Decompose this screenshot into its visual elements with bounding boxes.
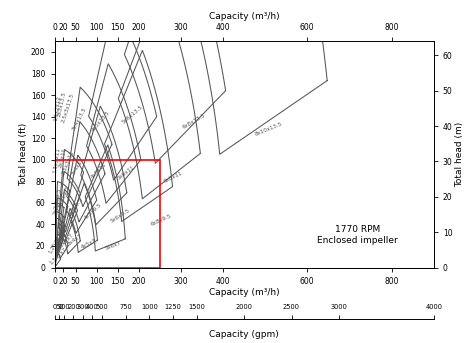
Text: 2x3x13.5: 2x3x13.5 xyxy=(57,91,67,117)
Text: 3x4x7: 3x4x7 xyxy=(66,233,83,246)
Text: 5x6x11: 5x6x11 xyxy=(117,165,136,181)
Text: 8x10x13.5: 8x10x13.5 xyxy=(254,122,283,137)
Text: 6x8x13.5: 6x8x13.5 xyxy=(182,112,207,130)
Text: 4x5x11: 4x5x11 xyxy=(90,162,107,180)
Text: 3x4x9.5: 3x4x9.5 xyxy=(67,197,84,218)
Text: 4x5x13.5: 4x5x13.5 xyxy=(91,109,111,132)
Text: 6x8x9.5: 6x8x9.5 xyxy=(149,213,172,227)
Text: 1770 RPM
Enclosed impeller: 1770 RPM Enclosed impeller xyxy=(318,225,398,245)
Text: 1.5x2x12: 1.5x2x12 xyxy=(54,95,62,121)
Text: 5x6x7: 5x6x7 xyxy=(104,241,121,251)
X-axis label: Capacity (m³/h): Capacity (m³/h) xyxy=(209,12,279,21)
Y-axis label: Total head (m): Total head (m) xyxy=(455,122,464,187)
Text: 1.25x1.5x7: 1.25x1.5x7 xyxy=(48,225,67,255)
Text: 2.5x3x13.5: 2.5x3x13.5 xyxy=(61,93,75,123)
Text: 6x8x11: 6x8x11 xyxy=(163,170,183,184)
Text: 5x6x9.5: 5x6x9.5 xyxy=(109,208,130,224)
Text: 2x3x11: 2x3x11 xyxy=(58,147,68,168)
Text: 2.5x3x11: 2.5x3x11 xyxy=(61,150,75,176)
Text: 2.5x3x7: 2.5x3x7 xyxy=(56,232,75,251)
Text: 4x5x9.5: 4x5x9.5 xyxy=(83,202,103,221)
X-axis label: Capacity (gpm): Capacity (gpm) xyxy=(209,330,279,339)
Text: 1.5x2x11: 1.5x2x11 xyxy=(53,147,61,173)
Text: 2x2.5x7: 2x2.5x7 xyxy=(55,222,70,244)
Y-axis label: Total head (ft): Total head (ft) xyxy=(19,123,28,186)
X-axis label: Capacity (m³/h): Capacity (m³/h) xyxy=(209,288,279,297)
Bar xyxy=(55,160,160,268)
Text: 4x5x7: 4x5x7 xyxy=(80,238,98,250)
Text: 3x4x13.5: 3x4x13.5 xyxy=(72,106,88,131)
Text: 3x4x11: 3x4x11 xyxy=(71,156,86,176)
Text: 2x2.5x9.5: 2x2.5x9.5 xyxy=(53,187,62,215)
Text: 1.5x2x7: 1.5x2x7 xyxy=(48,246,67,265)
Text: 5x6x13.5: 5x6x13.5 xyxy=(121,104,144,125)
Text: 2.5x3x9.5: 2.5x3x9.5 xyxy=(55,185,71,212)
